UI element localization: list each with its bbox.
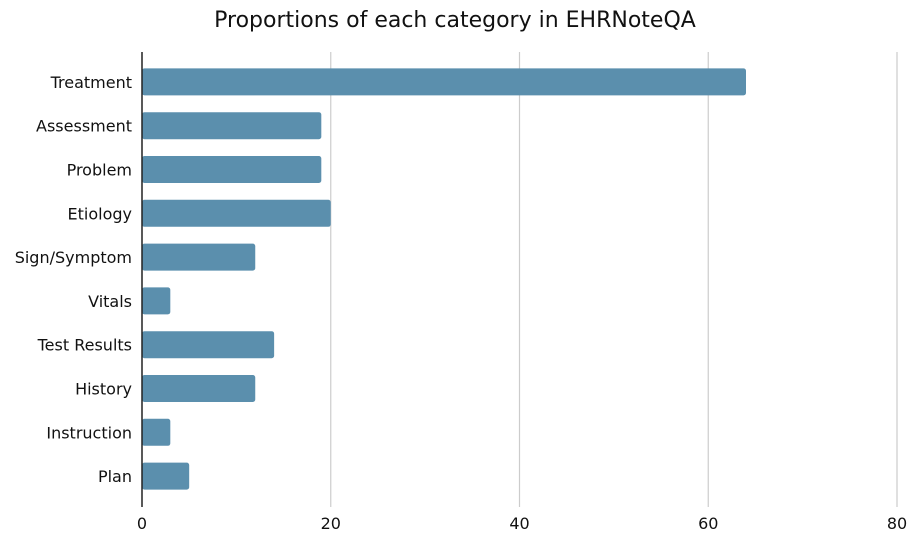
x-tick-label: 20 (321, 514, 341, 533)
x-tick-label: 40 (509, 514, 529, 533)
category-label: Etiology (68, 204, 132, 223)
bar (142, 243, 256, 271)
bar (142, 331, 275, 359)
bar (142, 112, 322, 140)
bar (142, 418, 171, 446)
category-label: Plan (98, 467, 132, 486)
category-label: Instruction (46, 423, 132, 442)
category-labels: Treatment Assessment Problem Etiology Sign/S… (15, 73, 132, 486)
chart-title: Proportions of each category in EHRNoteQ… (214, 8, 696, 33)
bar (142, 462, 190, 490)
category-label: Vitals (88, 292, 132, 311)
category-label: Problem (67, 161, 132, 180)
bar (142, 287, 171, 315)
bar (142, 199, 331, 227)
category-label: Test Results (37, 336, 132, 355)
bar (142, 68, 746, 96)
bar (142, 375, 256, 402)
bars (142, 68, 746, 490)
category-label: Treatment (50, 73, 132, 92)
x-tick-label: 0 (137, 514, 147, 533)
x-tick-labels: 0 20 40 60 80 (137, 514, 907, 533)
category-label: History (75, 380, 132, 399)
x-tick-label: 60 (698, 514, 718, 533)
category-label: Sign/Symptom (15, 248, 132, 267)
category-label: Assessment (36, 117, 132, 136)
gridlines (330, 52, 898, 507)
x-tick-label: 80 (887, 514, 907, 533)
bar (142, 156, 322, 183)
